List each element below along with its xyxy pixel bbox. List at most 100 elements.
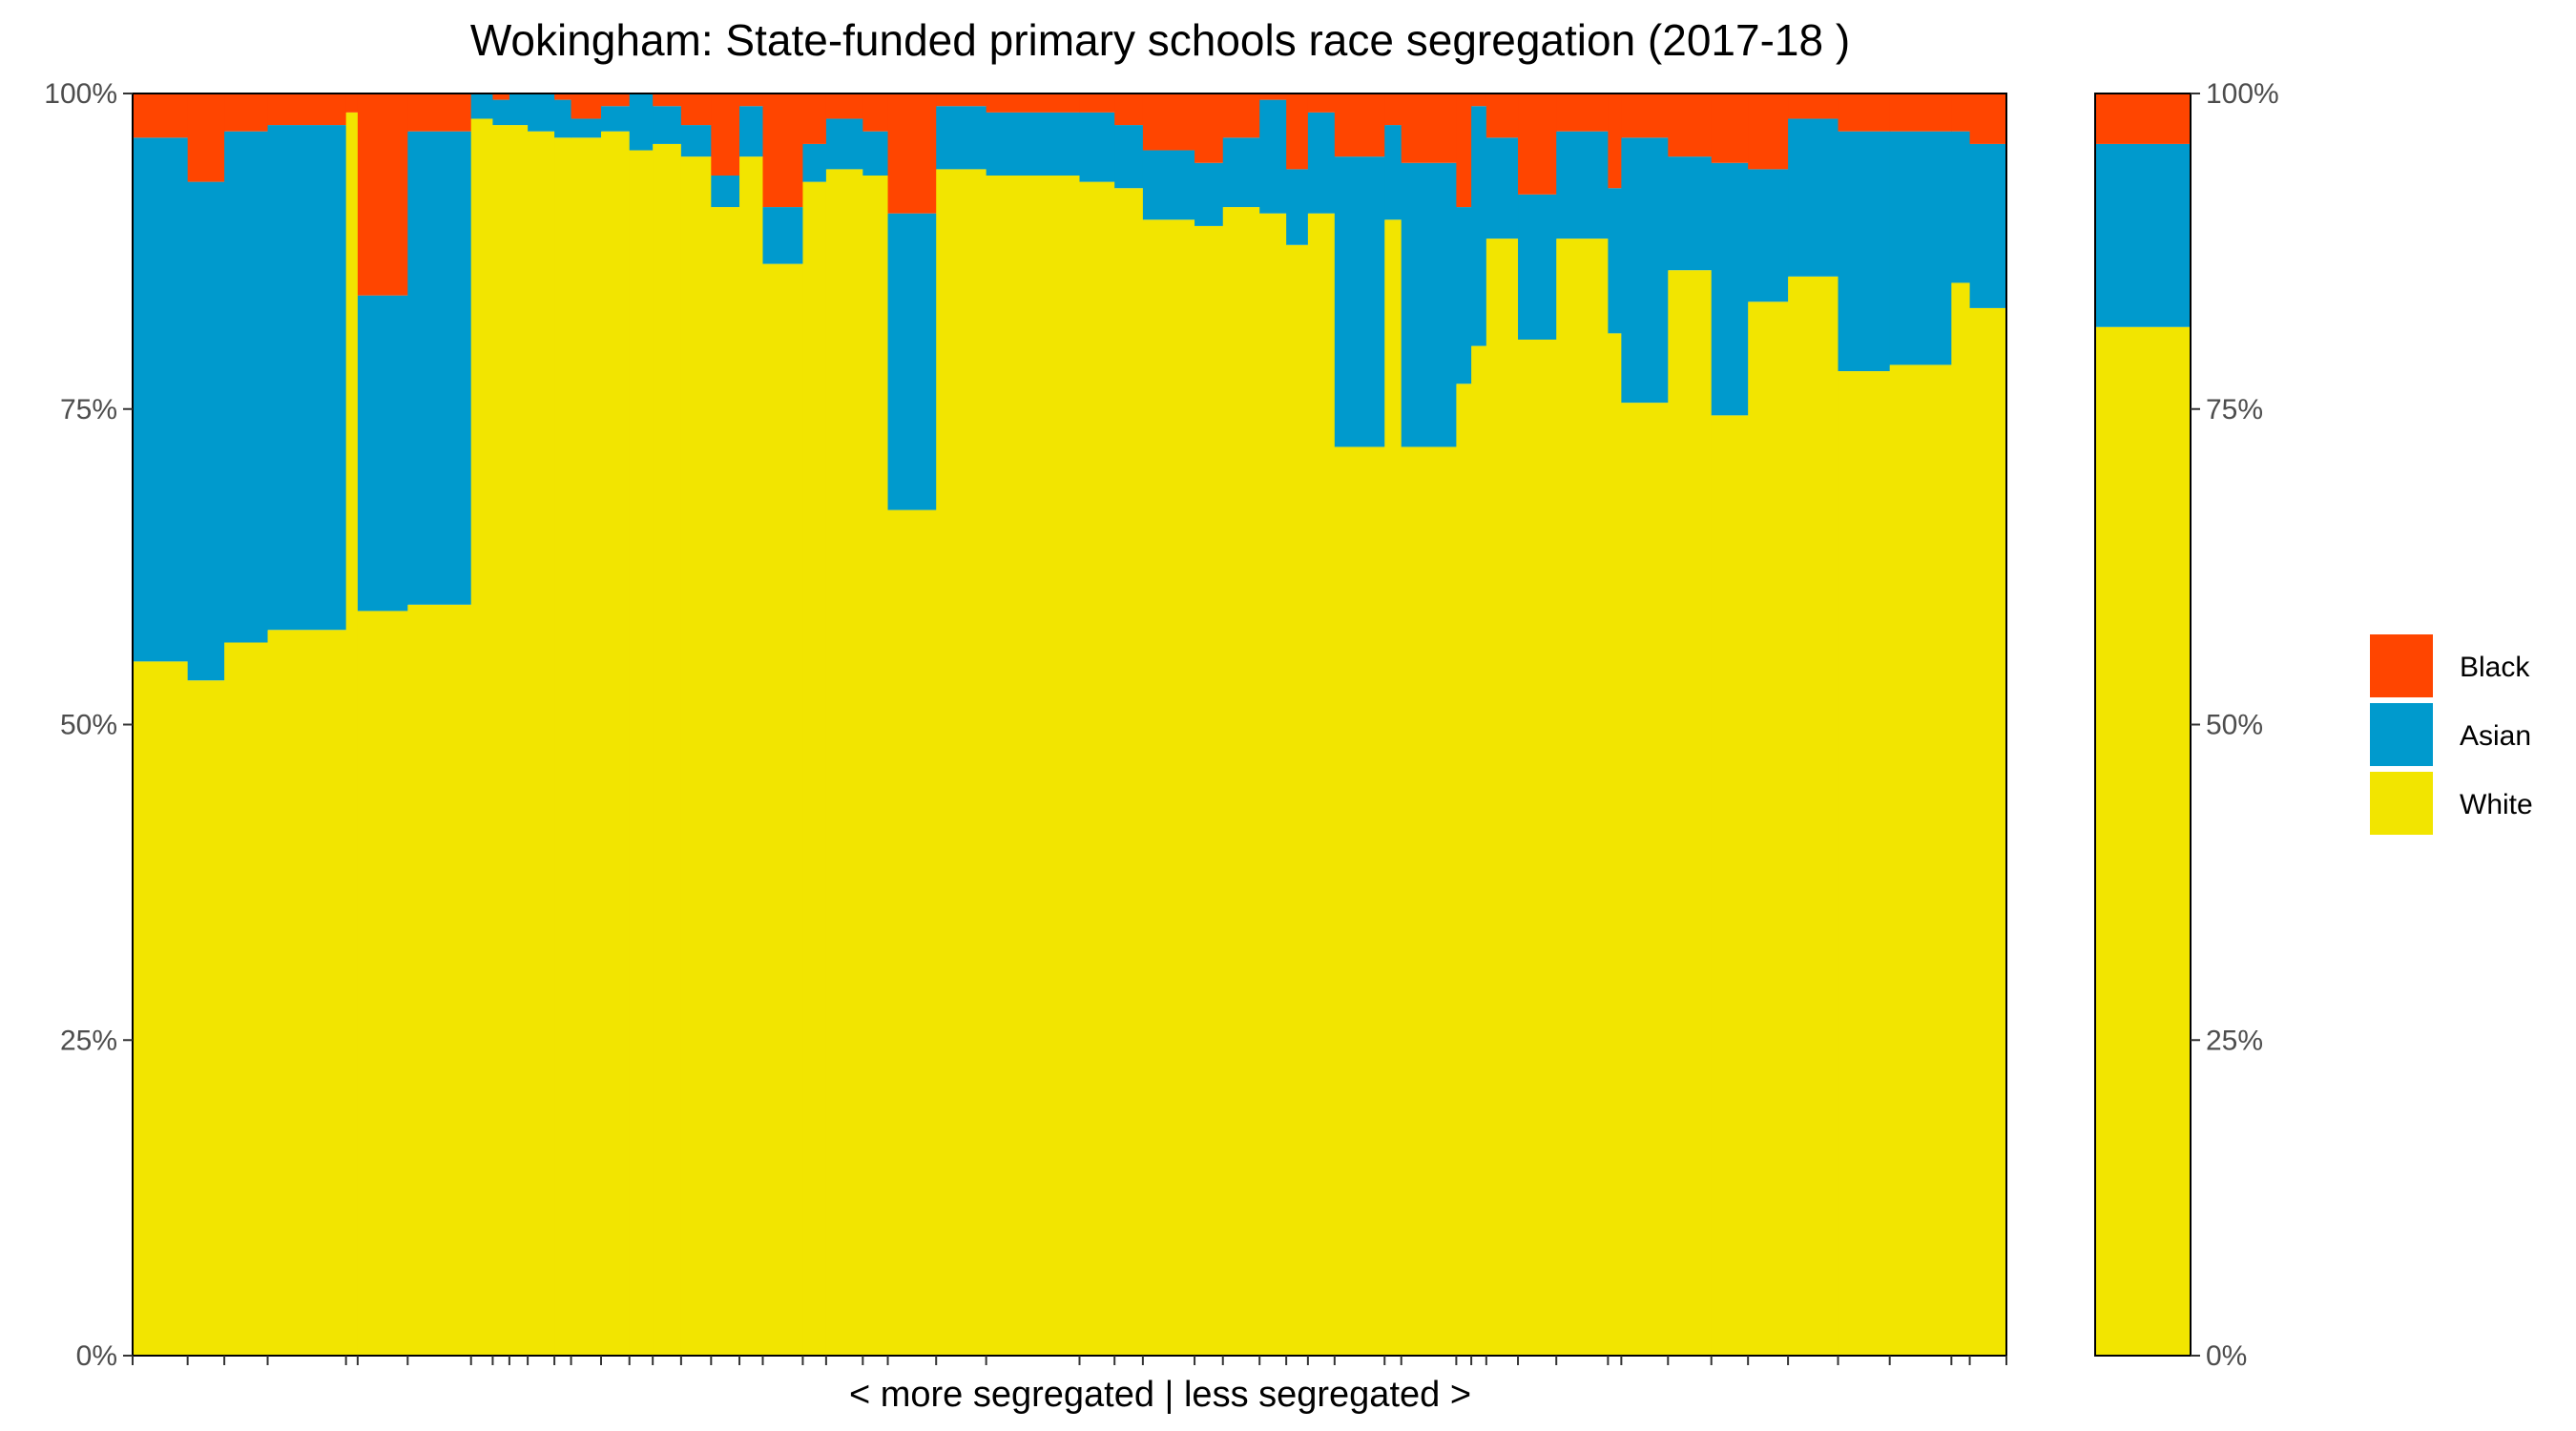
school-4-black-segment	[267, 93, 347, 126]
school-17-asian-segment	[680, 125, 712, 157]
y-tick-label-right: 50%	[2206, 710, 2263, 741]
school-12-asian-segment	[554, 99, 572, 138]
school-40-black-segment	[1485, 93, 1519, 138]
school-42-black-segment	[1556, 93, 1609, 132]
y-tick-label-right: 0%	[2206, 1340, 2247, 1372]
school-18-black-segment	[711, 93, 740, 176]
legend-swatch-asian	[2370, 703, 2433, 766]
school-9-black-segment	[492, 93, 510, 100]
school-46-white-segment	[1711, 415, 1749, 1356]
school-49-white-segment	[1838, 371, 1891, 1356]
school-45-black-segment	[1668, 93, 1713, 157]
school-2-asian-segment	[187, 181, 225, 681]
school-20-white-segment	[762, 263, 804, 1357]
school-36-black-segment	[1384, 93, 1402, 126]
school-29-asian-segment	[1142, 150, 1195, 220]
school-20-black-segment	[762, 93, 804, 208]
school-14-asian-segment	[601, 106, 631, 132]
school-37-black-segment	[1401, 93, 1457, 163]
school-9-white-segment	[492, 125, 510, 1357]
school-6-asian-segment	[357, 295, 408, 612]
school-22-black-segment	[825, 93, 863, 119]
school-39-white-segment	[1471, 345, 1487, 1357]
school-8-asian-segment	[470, 93, 494, 119]
school-35-asian-segment	[1334, 156, 1385, 447]
schools-panel	[133, 93, 2007, 1357]
legend: Black Asian White	[2370, 634, 2533, 835]
school-1-asian-segment	[133, 137, 189, 662]
school-34-black-segment	[1307, 93, 1336, 113]
school-3-asian-segment	[224, 131, 269, 643]
school-50-black-segment	[1889, 93, 1952, 132]
school-4-asian-segment	[267, 125, 347, 631]
school-25-asian-segment	[936, 106, 987, 170]
school-29-white-segment	[1142, 219, 1195, 1356]
school-33-black-segment	[1286, 93, 1309, 170]
school-24-asian-segment	[887, 213, 937, 510]
left-y-axis: 0% 25% 50% 75% 100%	[44, 78, 133, 1372]
school-12-black-segment	[554, 93, 572, 100]
x-axis-label: < more segregated | less segregated >	[849, 1375, 1471, 1415]
school-12-white-segment	[554, 137, 572, 1357]
school-23-asian-segment	[862, 131, 889, 176]
school-31-black-segment	[1222, 93, 1260, 138]
school-33-asian-segment	[1286, 169, 1309, 245]
legend-swatch-white	[2370, 772, 2433, 835]
school-20-asian-segment	[762, 207, 804, 264]
school-11-white-segment	[528, 131, 555, 1357]
y-tick-label: 100%	[44, 78, 117, 110]
school-37-asian-segment	[1401, 162, 1457, 447]
school-25-white-segment	[936, 169, 987, 1356]
school-23-white-segment	[862, 175, 889, 1356]
school-35-white-segment	[1334, 446, 1385, 1356]
overall-panel	[2095, 93, 2191, 1356]
school-16-asian-segment	[653, 106, 682, 144]
school-49-black-segment	[1838, 93, 1891, 132]
y-tick-label-right: 75%	[2206, 394, 2263, 425]
school-28-white-segment	[1114, 188, 1144, 1357]
school-33-white-segment	[1286, 244, 1309, 1356]
school-14-black-segment	[601, 93, 631, 107]
school-13-asian-segment	[571, 118, 602, 138]
school-2-white-segment	[187, 680, 225, 1356]
school-51-white-segment	[1951, 282, 1971, 1357]
school-26-asian-segment	[986, 112, 1081, 176]
school-43-black-segment	[1608, 93, 1622, 189]
y-tick-label: 0%	[76, 1340, 117, 1372]
school-17-white-segment	[680, 156, 712, 1356]
school-2-black-segment	[187, 93, 225, 182]
school-7-asian-segment	[407, 131, 472, 605]
school-43-white-segment	[1608, 333, 1622, 1356]
school-15-white-segment	[629, 150, 654, 1356]
school-39-asian-segment	[1471, 106, 1487, 346]
school-45-white-segment	[1668, 270, 1713, 1357]
overall-black-segment	[2095, 93, 2191, 144]
school-49-asian-segment	[1838, 131, 1891, 372]
y-tick-label-right: 100%	[2206, 78, 2279, 110]
school-38-white-segment	[1456, 384, 1472, 1356]
school-10-asian-segment	[509, 93, 529, 126]
school-15-asian-segment	[629, 93, 654, 151]
school-38-black-segment	[1456, 93, 1472, 208]
school-27-black-segment	[1079, 93, 1115, 113]
school-10-white-segment	[509, 125, 529, 1357]
school-41-white-segment	[1518, 339, 1557, 1356]
school-5-black-segment	[345, 93, 359, 113]
school-1-white-segment	[133, 661, 189, 1356]
school-25-black-segment	[936, 93, 987, 107]
school-40-white-segment	[1485, 238, 1519, 1356]
school-30-black-segment	[1195, 93, 1224, 163]
school-46-asian-segment	[1711, 162, 1749, 416]
school-3-black-segment	[224, 93, 269, 132]
school-24-white-segment	[887, 509, 937, 1356]
school-45-asian-segment	[1668, 156, 1713, 271]
school-44-asian-segment	[1621, 137, 1669, 404]
school-34-asian-segment	[1307, 112, 1336, 214]
school-31-white-segment	[1222, 207, 1260, 1356]
overall-asian-segment	[2095, 143, 2191, 327]
school-5-white-segment	[345, 112, 359, 1357]
school-51-asian-segment	[1951, 131, 1971, 283]
school-32-asian-segment	[1259, 99, 1287, 214]
school-16-white-segment	[653, 143, 682, 1356]
